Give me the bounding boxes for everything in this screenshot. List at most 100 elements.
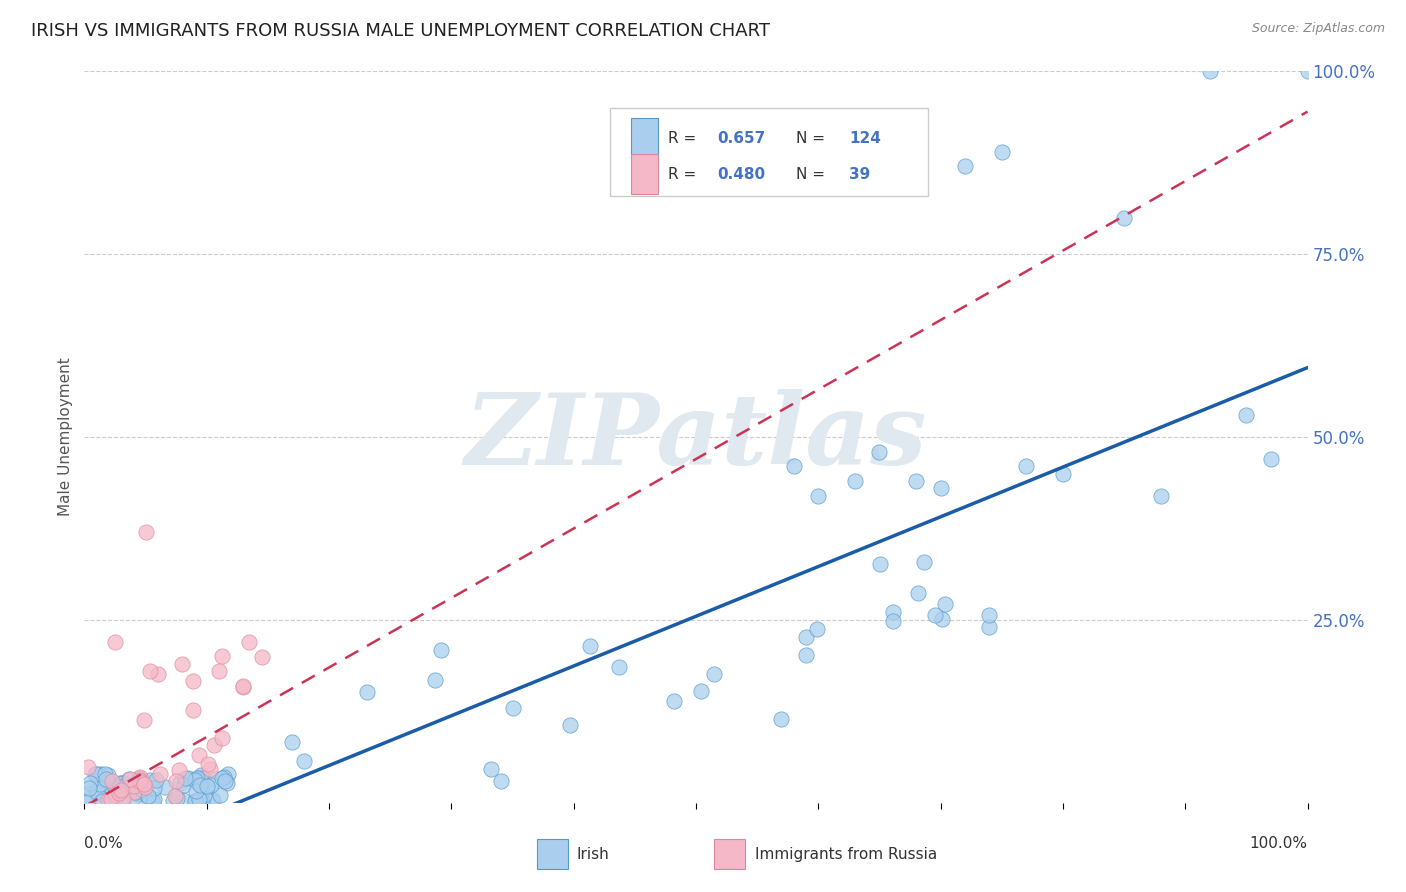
Point bbox=[90, 766, 112, 780]
Point bbox=[108, 780, 131, 795]
Point bbox=[129, 772, 152, 787]
Point bbox=[100, 783, 122, 797]
Point bbox=[1260, 452, 1282, 467]
Point bbox=[929, 481, 952, 495]
Point bbox=[111, 792, 134, 806]
Point bbox=[165, 774, 187, 789]
Point bbox=[132, 713, 155, 727]
Point bbox=[489, 773, 512, 788]
Bar bbox=[631, 154, 658, 194]
Point bbox=[186, 771, 208, 785]
Text: N =: N = bbox=[796, 130, 830, 145]
Point bbox=[907, 586, 929, 600]
Point bbox=[195, 779, 218, 793]
Point bbox=[844, 474, 866, 488]
Point bbox=[131, 782, 153, 797]
Point bbox=[188, 747, 211, 762]
Point bbox=[703, 667, 725, 681]
Point bbox=[191, 794, 214, 808]
Point bbox=[125, 784, 148, 798]
Point bbox=[1236, 408, 1258, 422]
Text: 124: 124 bbox=[849, 130, 880, 145]
Point bbox=[139, 664, 162, 678]
Point bbox=[162, 794, 184, 808]
Point bbox=[208, 788, 231, 802]
Point bbox=[104, 635, 127, 649]
Point bbox=[138, 772, 160, 787]
Point bbox=[173, 778, 195, 792]
Point bbox=[83, 766, 105, 780]
Text: ZIPatlas: ZIPatlas bbox=[465, 389, 927, 485]
Point bbox=[155, 780, 177, 794]
Point bbox=[122, 780, 145, 795]
Point bbox=[141, 793, 163, 807]
Point bbox=[135, 525, 157, 540]
Point bbox=[146, 667, 169, 681]
Point bbox=[479, 762, 502, 776]
Point bbox=[142, 780, 165, 795]
Point bbox=[869, 444, 891, 458]
Point bbox=[165, 789, 187, 803]
Point bbox=[122, 785, 145, 799]
Point bbox=[108, 776, 131, 790]
Point bbox=[609, 659, 631, 673]
Point bbox=[201, 792, 224, 806]
Point bbox=[136, 789, 159, 804]
Point bbox=[211, 648, 233, 663]
Point bbox=[77, 780, 100, 795]
Point bbox=[212, 770, 235, 784]
Point bbox=[86, 767, 108, 781]
Point bbox=[181, 673, 204, 688]
Point bbox=[188, 792, 211, 806]
Bar bbox=[537, 839, 568, 869]
Point bbox=[429, 643, 451, 657]
Point bbox=[882, 605, 904, 619]
Point bbox=[882, 614, 904, 628]
Point bbox=[184, 772, 207, 787]
Point bbox=[142, 795, 165, 809]
Point bbox=[202, 738, 225, 752]
Text: N =: N = bbox=[796, 167, 830, 182]
Point bbox=[97, 793, 120, 807]
Point bbox=[86, 771, 108, 785]
Point bbox=[193, 772, 215, 786]
Point bbox=[204, 772, 226, 787]
Point bbox=[232, 679, 254, 693]
Point bbox=[1296, 64, 1319, 78]
Point bbox=[145, 772, 167, 787]
Point bbox=[423, 673, 446, 687]
Point bbox=[217, 767, 239, 781]
Text: 0.480: 0.480 bbox=[717, 167, 765, 182]
Point bbox=[90, 793, 112, 807]
Point bbox=[118, 772, 141, 787]
Point bbox=[104, 780, 127, 794]
Point bbox=[202, 793, 225, 807]
Point bbox=[166, 791, 188, 805]
Point bbox=[104, 791, 127, 805]
Point bbox=[953, 160, 976, 174]
Point bbox=[101, 774, 124, 789]
Point bbox=[579, 639, 602, 653]
Point bbox=[991, 145, 1014, 159]
Point bbox=[214, 773, 236, 788]
Point bbox=[188, 778, 211, 792]
Point bbox=[122, 789, 145, 804]
Point bbox=[292, 754, 315, 768]
Point bbox=[193, 789, 215, 803]
Point bbox=[689, 683, 711, 698]
Point bbox=[217, 776, 239, 790]
Point bbox=[232, 680, 254, 694]
Point bbox=[128, 773, 150, 788]
Point bbox=[149, 767, 172, 781]
Point bbox=[73, 787, 96, 801]
Point bbox=[905, 474, 928, 488]
Point bbox=[138, 795, 160, 809]
Point bbox=[794, 648, 817, 662]
Point bbox=[97, 767, 120, 781]
Point bbox=[173, 771, 195, 785]
Point bbox=[131, 782, 153, 797]
Point bbox=[120, 779, 142, 793]
Bar bbox=[631, 118, 658, 158]
Point bbox=[142, 792, 165, 806]
Point bbox=[97, 783, 120, 797]
